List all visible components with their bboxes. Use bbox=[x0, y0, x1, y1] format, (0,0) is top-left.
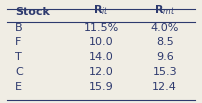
Text: 12.0: 12.0 bbox=[89, 67, 113, 77]
Text: $\mathbf{R}_{it}$: $\mathbf{R}_{it}$ bbox=[93, 3, 109, 17]
Text: C: C bbox=[15, 67, 23, 77]
Text: B: B bbox=[15, 23, 23, 33]
Text: 9.6: 9.6 bbox=[156, 52, 174, 62]
Text: 14.0: 14.0 bbox=[89, 52, 113, 62]
Text: T: T bbox=[15, 52, 22, 62]
Text: 8.5: 8.5 bbox=[156, 37, 174, 47]
Text: $\mathbf{R}_{mt}$: $\mathbf{R}_{mt}$ bbox=[154, 3, 176, 17]
Text: 15.9: 15.9 bbox=[89, 82, 113, 92]
Text: 12.4: 12.4 bbox=[152, 82, 177, 92]
Text: 4.0%: 4.0% bbox=[150, 23, 179, 33]
Text: 11.5%: 11.5% bbox=[83, 23, 119, 33]
Text: Stock: Stock bbox=[15, 7, 50, 17]
Text: E: E bbox=[15, 82, 22, 92]
Text: 10.0: 10.0 bbox=[89, 37, 113, 47]
Text: 15.3: 15.3 bbox=[153, 67, 177, 77]
Text: F: F bbox=[15, 37, 22, 47]
